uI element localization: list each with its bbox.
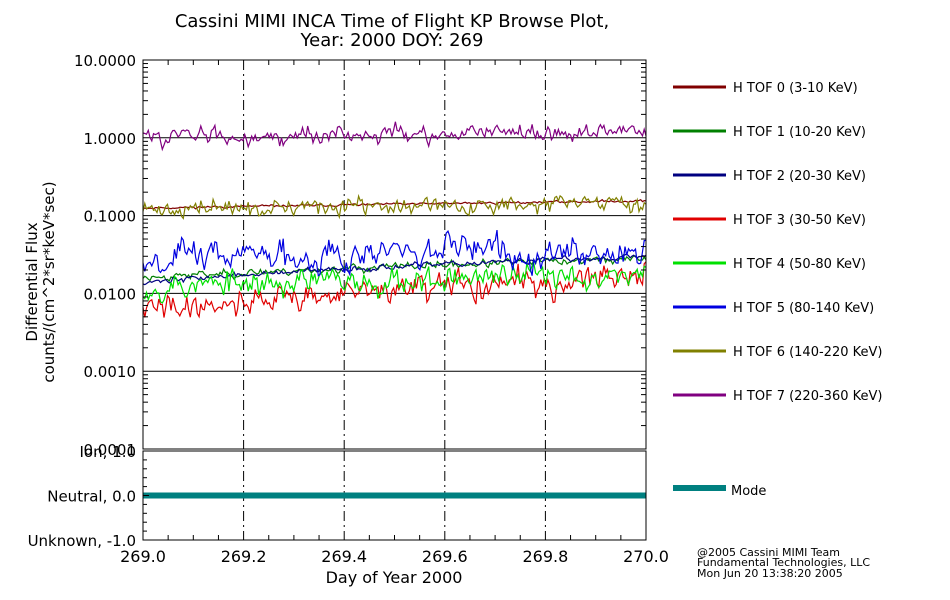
flux-series-line (142, 193, 647, 220)
legend-item: H TOF 3 (30-50 KeV) (673, 213, 866, 228)
x-tick-label: 269.6 (422, 547, 468, 566)
x-tick-label: 269.0 (120, 547, 166, 566)
flux-series-line (142, 230, 647, 277)
credit-team: @2005 Cassini MIMI Team (697, 546, 840, 559)
legend-item: H TOF 5 (80-140 KeV) (673, 301, 874, 316)
flux-series-line (142, 261, 647, 319)
chart-title-line-2: Year: 2000 DOY: 269 (300, 30, 484, 51)
legend-item-mode: Mode (673, 484, 766, 499)
x-tick-label: 269.4 (321, 547, 367, 566)
legend-label: H TOF 4 (50-80 KeV) (733, 257, 866, 272)
flux-y-tick-label: 10.0000 (74, 52, 136, 70)
flux-panel: 10.0000 1.0000 0.1000 0.0100 0.0010 0.0001 (74, 52, 647, 459)
legend-label: H TOF 1 (10-20 KeV) (733, 125, 866, 140)
flux-y-tick-label: 0.1000 (84, 208, 137, 226)
legend: H TOF 0 (3-10 KeV) H TOF 1 (10-20 KeV) H T… (673, 81, 882, 499)
legend-item: H TOF 0 (3-10 KeV) (673, 81, 858, 96)
mode-y-tick-label: Unknown, -1.0 (28, 532, 136, 550)
credit-date: Mon Jun 20 13:38:20 2005 (697, 567, 843, 580)
flux-series-group (142, 121, 647, 319)
mode-y-ticks: Ion, 1.0 Neutral, 0.0 Unknown, -1.0 (28, 443, 149, 550)
legend-item: H TOF 7 (220-360 KeV) (673, 389, 882, 404)
legend-item: H TOF 6 (140-220 KeV) (673, 345, 882, 360)
legend-label: H TOF 7 (220-360 KeV) (733, 389, 882, 404)
legend-label: H TOF 6 (140-220 KeV) (733, 345, 882, 360)
x-axis-label: Day of Year 2000 (326, 568, 463, 587)
legend-label: H TOF 0 (3-10 KeV) (733, 81, 858, 96)
flux-y-tick-label: 1.0000 (84, 130, 137, 148)
flux-y-tick-label: 0.0001 (84, 441, 137, 459)
legend-label: Mode (731, 484, 766, 499)
mode-y-tick-label: Neutral, 0.0 (47, 488, 136, 506)
x-ticks: 269.0 269.2 269.4 269.6 269.8 270.0 (120, 60, 669, 566)
x-tick-label: 269.2 (221, 547, 267, 566)
mode-y-tick-label: Ion, 1.0 (80, 443, 137, 461)
legend-label: H TOF 3 (30-50 KeV) (733, 213, 866, 228)
legend-item: H TOF 2 (20-30 KeV) (673, 169, 866, 184)
flux-y-tick-label: 0.0010 (84, 363, 137, 381)
flux-series-line (142, 261, 647, 304)
legend-label: H TOF 2 (20-30 KeV) (733, 169, 866, 184)
y-axis-label-line-2: counts/(cm^2*sr*keV*sec) (40, 181, 58, 382)
x-tick-label: 269.8 (522, 547, 568, 566)
flux-series-line (142, 121, 647, 152)
credit-company: Fundamental Technologies, LLC (697, 556, 870, 569)
x-tick-label: 270.0 (623, 547, 669, 566)
y-axis-label-line-1: Differential Flux (23, 222, 41, 341)
flux-y-ticks: 10.0000 1.0000 0.1000 0.0100 0.0010 0.0001 (74, 52, 646, 459)
legend-item: H TOF 1 (10-20 KeV) (673, 125, 866, 140)
legend-label: H TOF 5 (80-140 KeV) (733, 301, 874, 316)
chart-title-line-1: Cassini MIMI INCA Time of Flight KP Brow… (175, 11, 609, 32)
legend-item: H TOF 4 (50-80 KeV) (673, 257, 866, 272)
flux-y-tick-label: 0.0100 (84, 285, 137, 303)
